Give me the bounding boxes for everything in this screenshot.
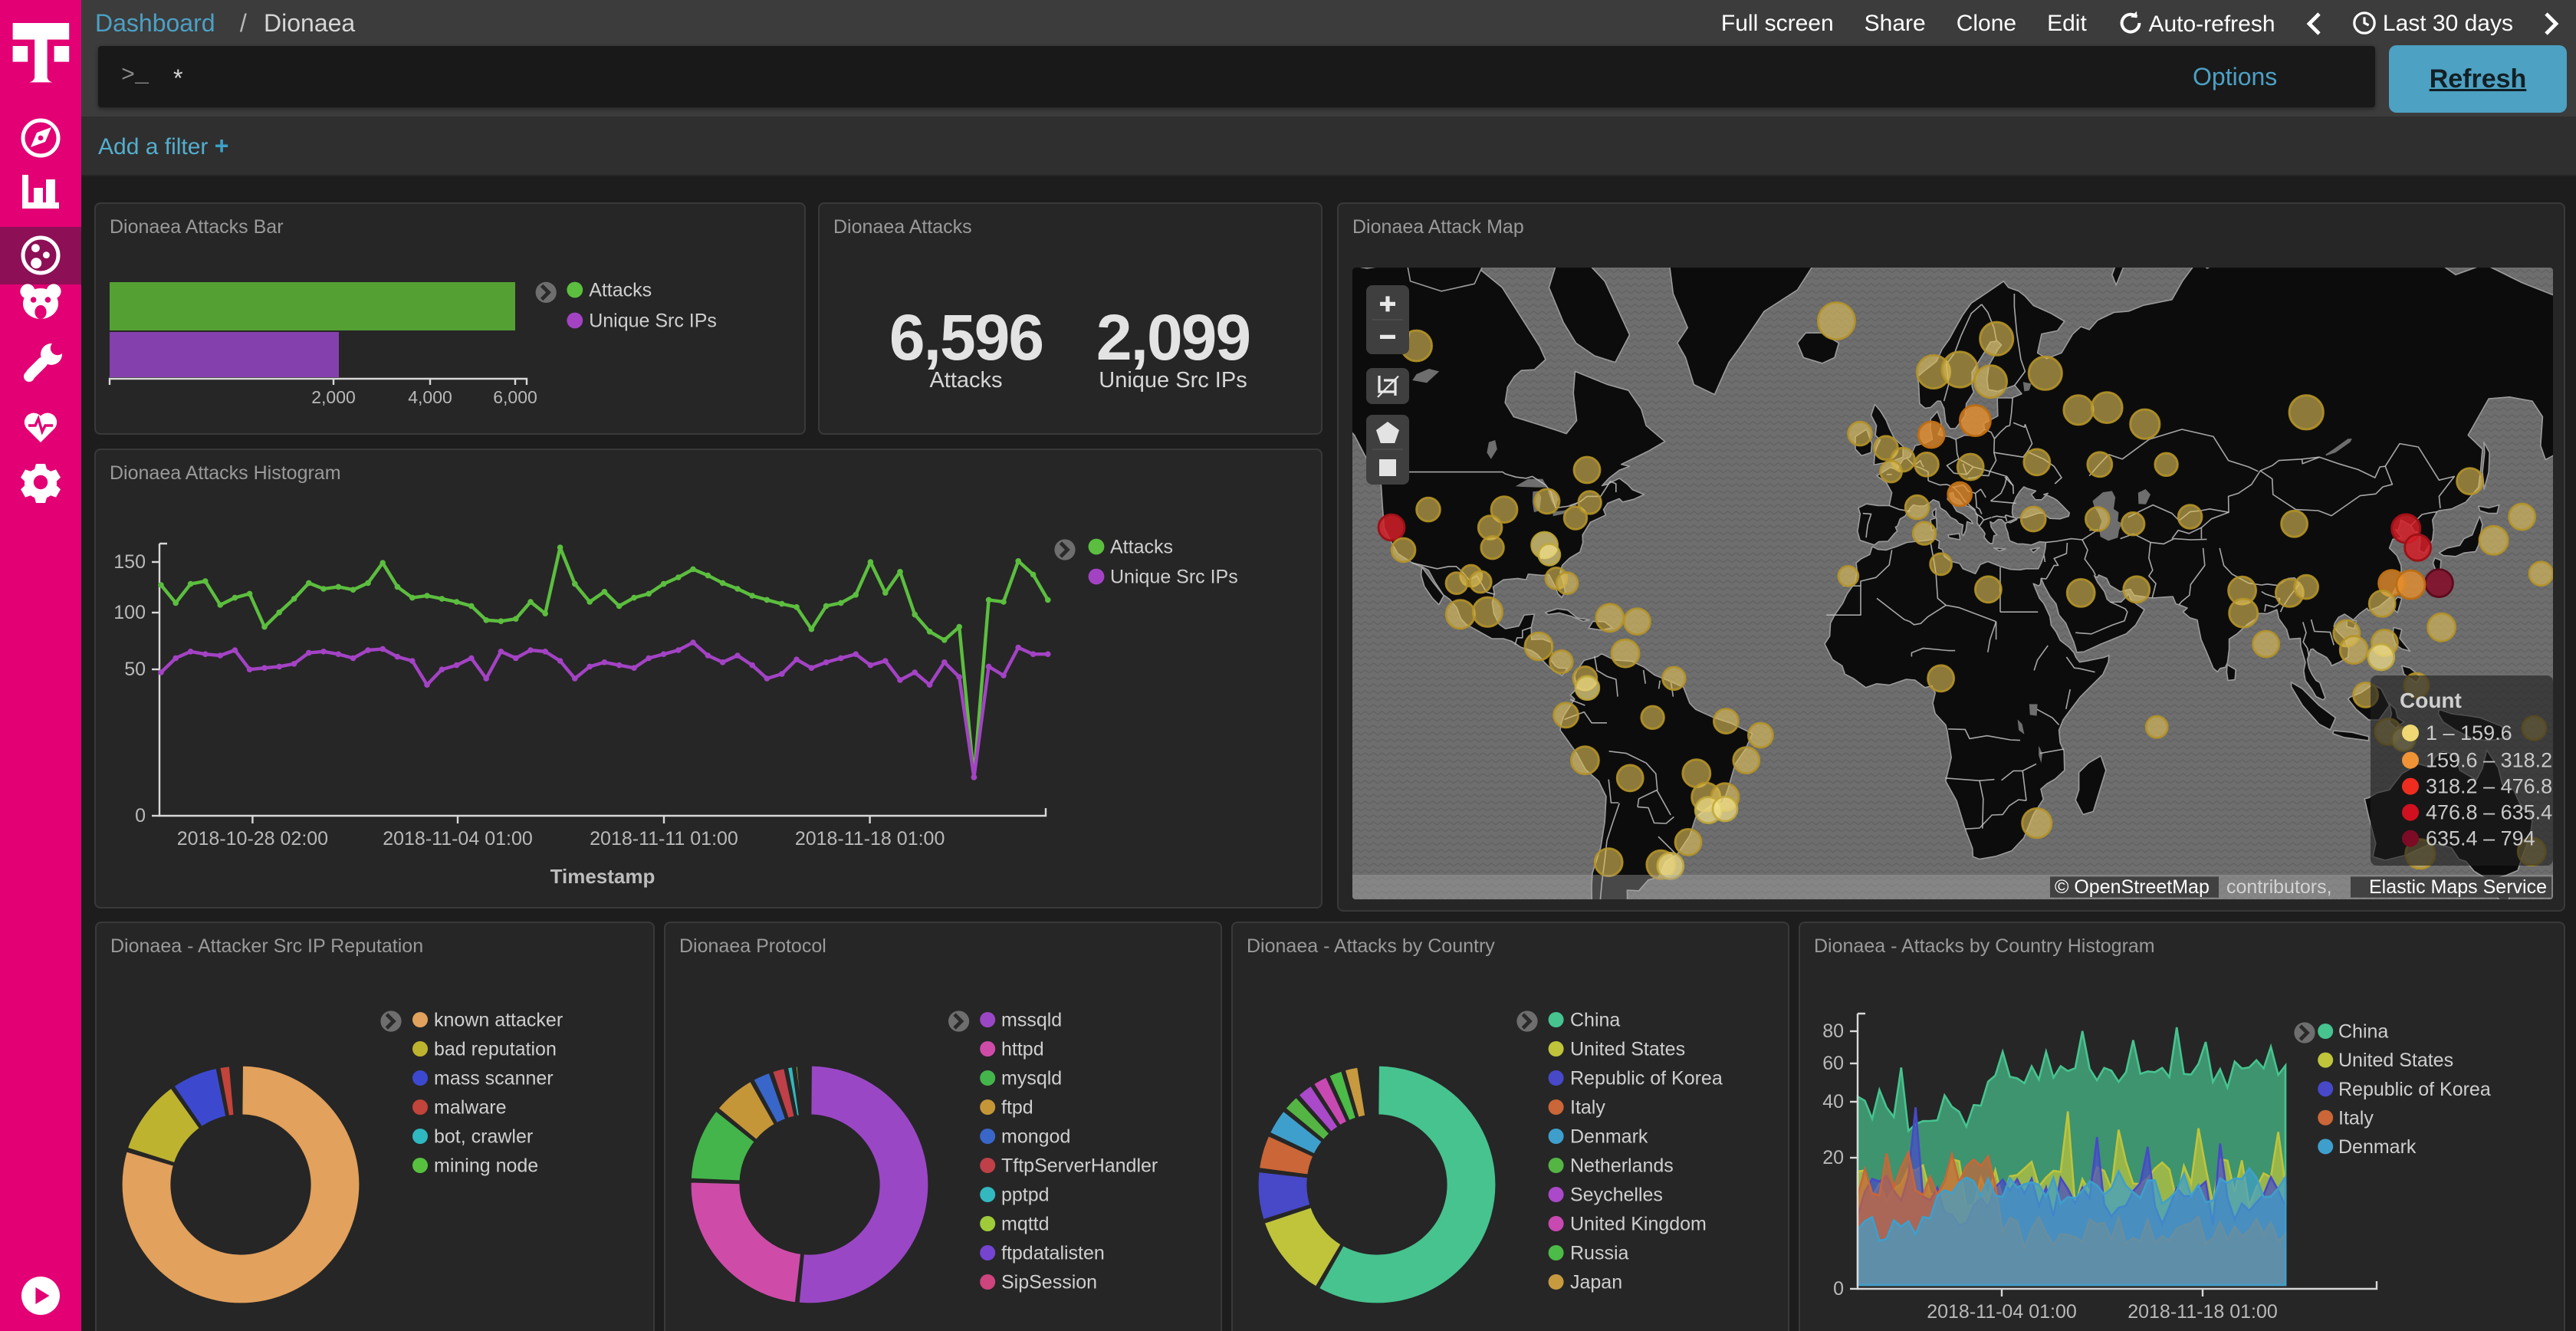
svg-text:ftpdatalisten: ftpdatalisten bbox=[1001, 1243, 1105, 1264]
svg-text:2018-11-18 01:00: 2018-11-18 01:00 bbox=[2128, 1301, 2278, 1323]
svg-text:Seychelles: Seychelles bbox=[1570, 1185, 1663, 1206]
svg-text:80: 80 bbox=[1822, 1020, 1844, 1042]
svg-text:Republic of Korea: Republic of Korea bbox=[1570, 1068, 1723, 1089]
svg-text:mysqld: mysqld bbox=[1001, 1068, 1062, 1089]
svg-text:50: 50 bbox=[124, 659, 146, 680]
svg-text:bad reputation: bad reputation bbox=[434, 1039, 557, 1060]
svg-text:2018-11-11 01:00: 2018-11-11 01:00 bbox=[590, 828, 738, 850]
svg-text:China: China bbox=[2338, 1021, 2388, 1043]
svg-text:Russia: Russia bbox=[1570, 1243, 1629, 1264]
svg-text:known attacker: known attacker bbox=[434, 1010, 563, 1031]
svg-text:2018-11-18 01:00: 2018-11-18 01:00 bbox=[795, 828, 945, 850]
svg-text:United Kingdom: United Kingdom bbox=[1570, 1214, 1707, 1235]
svg-text:Unique Src IPs: Unique Src IPs bbox=[589, 310, 717, 331]
svg-text:2018-10-28 02:00: 2018-10-28 02:00 bbox=[177, 828, 328, 850]
svg-text:Netherlands: Netherlands bbox=[1570, 1155, 1674, 1177]
svg-text:0: 0 bbox=[135, 805, 146, 827]
svg-text:Attacks: Attacks bbox=[1110, 536, 1173, 557]
svg-text:Attacks: Attacks bbox=[589, 279, 652, 301]
svg-text:Japan: Japan bbox=[1570, 1272, 1622, 1293]
svg-text:Italy: Italy bbox=[2338, 1107, 2374, 1129]
svg-text:Timestamp: Timestamp bbox=[2064, 1328, 2169, 1331]
svg-text:bot, crawler: bot, crawler bbox=[434, 1126, 533, 1148]
svg-text:China: China bbox=[1570, 1010, 1620, 1031]
svg-text:United States: United States bbox=[1570, 1039, 1685, 1060]
svg-text:contributors,: contributors, bbox=[2226, 876, 2332, 898]
svg-text:2,000: 2,000 bbox=[311, 387, 356, 407]
svg-text:6,000: 6,000 bbox=[493, 387, 537, 407]
svg-text:2018-11-04 01:00: 2018-11-04 01:00 bbox=[383, 828, 533, 850]
svg-text:mssqld: mssqld bbox=[1001, 1010, 1062, 1031]
svg-text:pptpd: pptpd bbox=[1001, 1185, 1050, 1206]
svg-text:Timestamp: Timestamp bbox=[550, 865, 656, 888]
svg-text:4,000: 4,000 bbox=[408, 387, 452, 407]
svg-text:ftpd: ftpd bbox=[1001, 1097, 1033, 1119]
svg-text:mongod: mongod bbox=[1001, 1126, 1070, 1148]
svg-text:318.2 – 476.8: 318.2 – 476.8 bbox=[2426, 775, 2552, 798]
svg-text:2018-11-04 01:00: 2018-11-04 01:00 bbox=[1927, 1301, 2077, 1323]
svg-text:40: 40 bbox=[1822, 1091, 1844, 1112]
svg-text:SipSession: SipSession bbox=[1001, 1272, 1097, 1293]
svg-text:TftpServerHandler: TftpServerHandler bbox=[1001, 1155, 1158, 1177]
svg-text:476.8 – 635.4: 476.8 – 635.4 bbox=[2426, 801, 2552, 824]
svg-text:Count: Count bbox=[2400, 689, 2462, 712]
svg-text:Denmark: Denmark bbox=[1570, 1126, 1648, 1148]
svg-text:United States: United States bbox=[2338, 1050, 2453, 1071]
svg-text:0: 0 bbox=[1833, 1278, 1844, 1300]
svg-text:httpd: httpd bbox=[1001, 1039, 1044, 1060]
svg-text:150: 150 bbox=[113, 551, 146, 573]
svg-text:mass scanner: mass scanner bbox=[434, 1068, 554, 1089]
svg-text:Italy: Italy bbox=[1570, 1097, 1605, 1119]
svg-text:© OpenStreetMap: © OpenStreetMap bbox=[2055, 876, 2210, 898]
svg-text:Elastic Maps Service: Elastic Maps Service bbox=[2369, 876, 2547, 898]
svg-text:1 – 159.6: 1 – 159.6 bbox=[2426, 721, 2512, 744]
svg-text:Denmark: Denmark bbox=[2338, 1136, 2417, 1158]
svg-text:635.4 – 794: 635.4 – 794 bbox=[2426, 827, 2535, 850]
svg-text:159.6 – 318.2: 159.6 – 318.2 bbox=[2426, 749, 2552, 772]
svg-text:mqttd: mqttd bbox=[1001, 1214, 1050, 1235]
svg-text:Republic of Korea: Republic of Korea bbox=[2338, 1079, 2491, 1100]
svg-text:mining node: mining node bbox=[434, 1155, 538, 1177]
svg-text:Unique Src IPs: Unique Src IPs bbox=[1110, 566, 1238, 587]
svg-text:malware: malware bbox=[434, 1097, 506, 1119]
svg-text:20: 20 bbox=[1822, 1147, 1844, 1168]
svg-text:60: 60 bbox=[1822, 1053, 1844, 1074]
svg-text:100: 100 bbox=[113, 602, 146, 623]
